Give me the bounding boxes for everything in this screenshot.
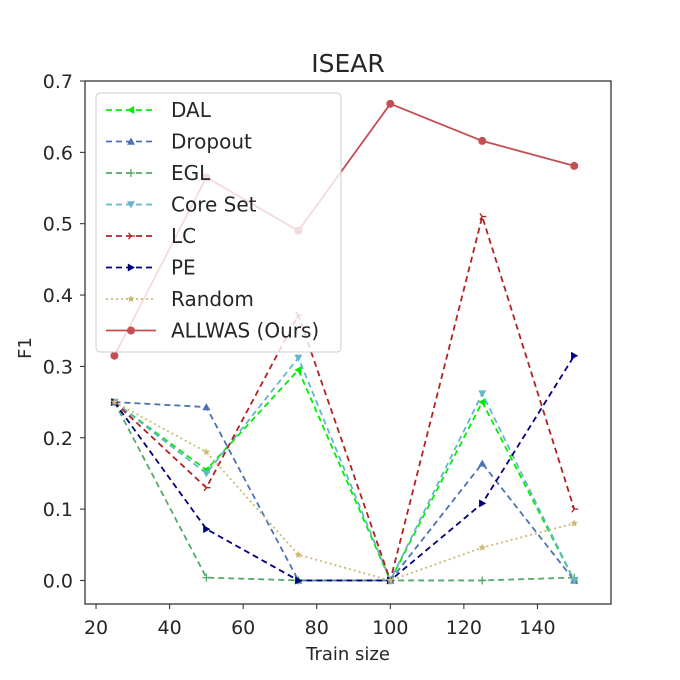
- data-point-lc: [203, 484, 211, 492]
- series-core-set: [110, 354, 579, 585]
- data-point-random: [202, 448, 211, 456]
- data-point-random: [386, 576, 395, 584]
- x-tick-label: 100: [372, 617, 408, 639]
- y-tick-label: 0.5: [43, 214, 73, 236]
- legend-item-core-set: Core Set: [106, 193, 257, 217]
- y-axis-ticks: 0.0 0.1 0.2 0.3 0.4 0.5 0.6 0.7: [43, 71, 85, 592]
- x-axis-label: Train size: [305, 644, 390, 665]
- legend-item-pe: PE: [106, 256, 196, 280]
- data-point-random: [478, 543, 487, 551]
- series-line-egl: [113, 401, 575, 582]
- data-point-allwas-ours: [478, 136, 487, 145]
- series-random: [110, 398, 579, 584]
- data-point-pe: [571, 351, 579, 360]
- legend-label: Dropout: [171, 130, 252, 154]
- plot-frame: [84, 80, 612, 605]
- series-line-core-set: [113, 356, 576, 582]
- data-point-dropout: [202, 403, 211, 411]
- x-tick-label: 60: [231, 617, 255, 639]
- legend-label: ALLWAS (Ours): [171, 319, 319, 343]
- y-tick-label: 0.0: [43, 570, 73, 592]
- data-point-dal: [294, 365, 302, 374]
- legend-item-lc: LC: [106, 224, 196, 248]
- legend-label: PE: [171, 256, 196, 280]
- chart-title: ISEAR: [311, 49, 385, 78]
- data-point-random: [570, 519, 579, 527]
- data-point-core-set: [570, 577, 579, 585]
- series-dropout: [110, 398, 579, 584]
- legend-marker: [127, 106, 135, 114]
- data-point-egl: [478, 576, 487, 585]
- legend-label: Random: [171, 287, 254, 311]
- legend-marker: [127, 137, 135, 145]
- legend: DAL Dropout EGL Core Set LC PE Random ALLWAS (O…: [95, 92, 342, 353]
- data-point-allwas-ours: [386, 99, 395, 108]
- y-tick-label: 0.2: [43, 428, 73, 450]
- legend-label: LC: [171, 224, 196, 248]
- data-point-egl: [202, 573, 211, 582]
- data-point-core-set: [202, 470, 211, 478]
- data-point-core-set: [294, 354, 303, 362]
- legend-marker: [127, 201, 135, 209]
- series-line-pe: [113, 355, 575, 582]
- y-tick-label: 0.4: [43, 285, 73, 307]
- y-tick-label: 0.3: [43, 356, 73, 378]
- y-tick-label: 0.7: [43, 71, 73, 93]
- legend-marker: [127, 263, 135, 272]
- legend-marker: [127, 169, 135, 177]
- x-tick-label: 140: [519, 617, 555, 639]
- data-point-dal: [478, 398, 486, 407]
- data-point-pe: [295, 576, 303, 585]
- plot-area: [110, 99, 579, 585]
- data-point-pe: [203, 525, 211, 534]
- data-point-allwas-ours: [570, 161, 579, 170]
- y-axis-label: F1: [15, 337, 36, 359]
- data-point-dropout: [478, 459, 487, 467]
- legend-frame: [95, 92, 342, 353]
- data-point-allwas-ours: [110, 351, 119, 360]
- y-tick-label: 0.1: [43, 499, 73, 521]
- legend-item-allwas-ours: ALLWAS (Ours): [106, 319, 319, 343]
- legend-item-egl: EGL: [106, 161, 211, 185]
- legend-marker: [127, 295, 135, 303]
- x-tick-label: 20: [84, 617, 108, 639]
- series-line-random: [114, 401, 575, 582]
- legend-marker: [128, 232, 135, 240]
- legend-item-dropout: Dropout: [106, 130, 252, 154]
- series-line-lc: [113, 215, 576, 582]
- x-axis-ticks: 20 40 60 80 100 120 140: [84, 604, 556, 639]
- legend-label: Core Set: [171, 193, 257, 217]
- legend-label: EGL: [171, 161, 211, 185]
- series-egl: [110, 398, 579, 585]
- series-line-dropout: [114, 401, 575, 582]
- data-point-random: [294, 550, 303, 558]
- legend-label: DAL: [171, 98, 212, 122]
- series-dal: [110, 365, 578, 585]
- legend-marker: [127, 326, 135, 335]
- x-tick-label: 80: [305, 617, 329, 639]
- data-point-lc: [479, 212, 487, 221]
- x-tick-label: 120: [446, 617, 482, 639]
- data-point-core-set: [478, 390, 487, 398]
- legend-item-random: Random: [106, 287, 254, 311]
- data-point-lc: [571, 505, 579, 513]
- series-line-dal: [113, 369, 576, 582]
- x-tick-label: 40: [158, 617, 182, 639]
- y-tick-label: 0.6: [43, 142, 73, 164]
- data-point-random: [110, 398, 119, 406]
- legend-item-dal: DAL: [106, 98, 212, 122]
- data-point-pe: [479, 499, 487, 508]
